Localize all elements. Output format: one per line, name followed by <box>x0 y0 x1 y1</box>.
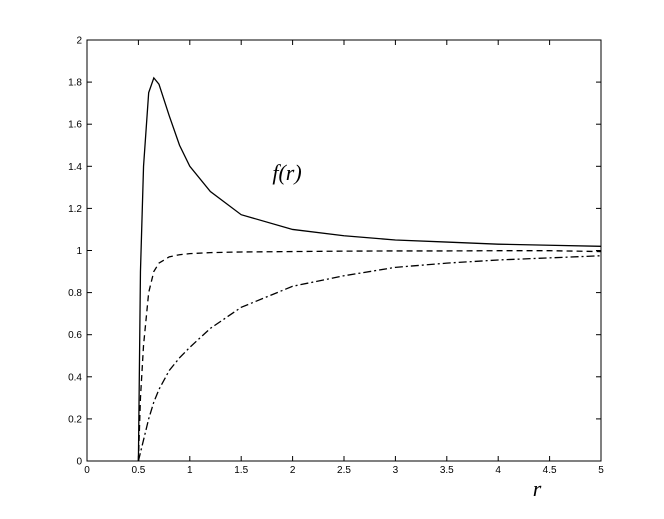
y-tick-label: 1.2 <box>68 204 82 215</box>
y-tick-label: 0.2 <box>68 414 82 425</box>
y-tick-label: 0.6 <box>68 330 82 341</box>
x-axis-label: r <box>533 476 542 501</box>
x-tick-label: 0 <box>84 465 90 476</box>
x-tick-label: 0.5 <box>131 465 145 476</box>
x-tick-label: 3 <box>393 465 399 476</box>
y-tick-label: 1 <box>76 246 82 257</box>
data-line <box>137 250 602 462</box>
x-tick-label: 4 <box>495 465 501 476</box>
annotation: f(r) <box>272 160 301 185</box>
y-tick-label: 2 <box>76 36 82 47</box>
y-tick-label: 1.4 <box>68 162 82 173</box>
y-tick-label: 0 <box>76 457 82 468</box>
x-tick-label: 1.5 <box>234 465 248 476</box>
x-tick-label: 2.5 <box>337 465 351 476</box>
data-line <box>137 255 602 462</box>
x-tick-label: 5 <box>598 465 604 476</box>
x-tick-label: 3.5 <box>440 465 454 476</box>
x-tick-label: 1 <box>187 465 193 476</box>
x-tick-label: 2 <box>290 465 296 476</box>
plot-frame <box>86 39 602 462</box>
y-tick-label: 0.8 <box>68 288 82 299</box>
x-tick-label: 4.5 <box>543 465 557 476</box>
data-line <box>137 76 602 462</box>
y-tick-label: 1.6 <box>68 120 82 131</box>
y-tick-label: 0.4 <box>68 372 82 383</box>
y-tick-label: 1.8 <box>68 78 82 89</box>
